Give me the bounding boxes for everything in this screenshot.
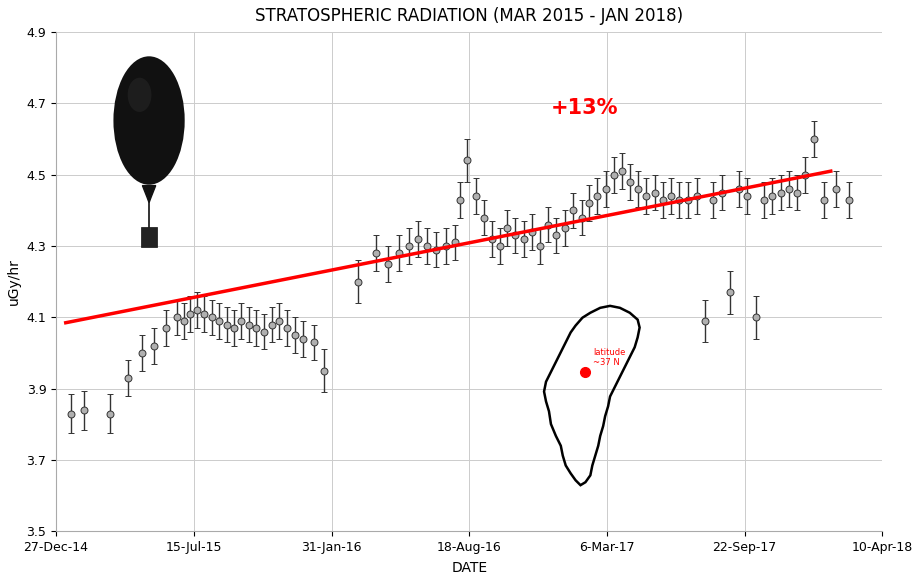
X-axis label: DATE: DATE: [450, 561, 487, 575]
Y-axis label: uGy/hr: uGy/hr: [7, 258, 21, 305]
Text: +13%: +13%: [550, 98, 618, 118]
Title: STRATOSPHERIC RADIATION (MAR 2015 - JAN 2018): STRATOSPHERIC RADIATION (MAR 2015 - JAN …: [255, 7, 683, 25]
